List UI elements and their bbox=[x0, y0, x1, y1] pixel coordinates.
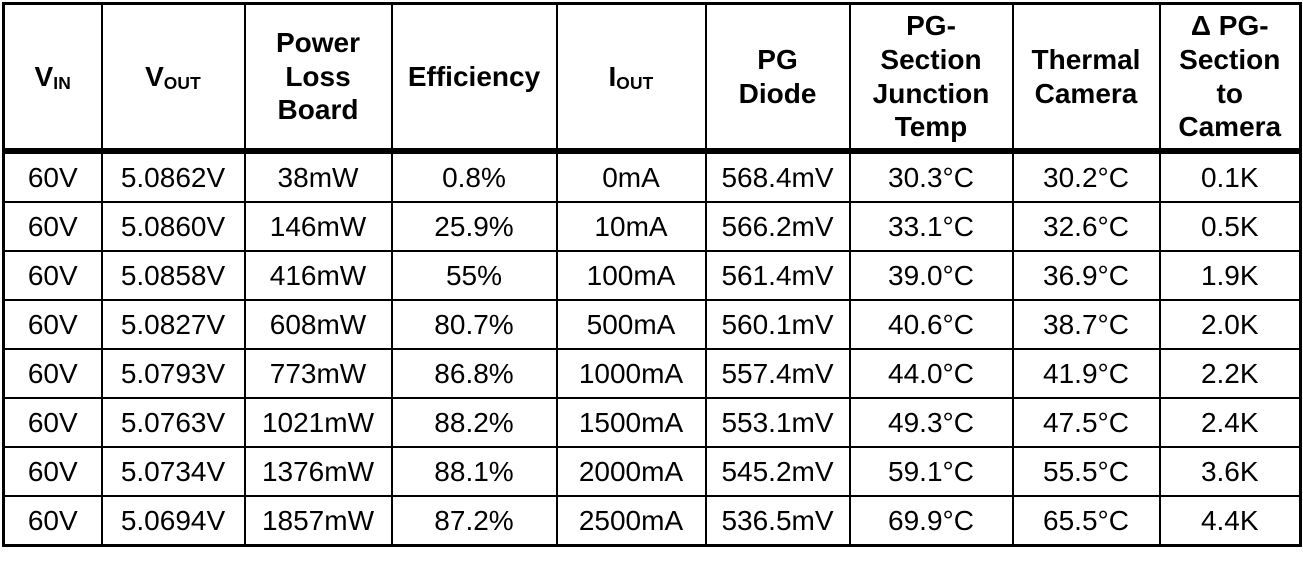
column-header-iout: IOUT bbox=[555, 2, 707, 154]
cell-delta-pg-section-to-camera: 2.4K bbox=[1158, 397, 1302, 448]
cell-thermal-camera: 55.5°C bbox=[1011, 446, 1161, 497]
cell-efficiency: 87.2% bbox=[390, 495, 558, 547]
cell-pg-diode: 560.1mV bbox=[704, 299, 851, 350]
table-row: 60V 5.0858V 416mW 55% 100mA 561.4mV 39.0°C 36.9… bbox=[2, 250, 1302, 301]
cell-power-loss-board: 416mW bbox=[243, 250, 393, 301]
cell-pg-section-junction-temp: 59.1°C bbox=[848, 446, 1014, 497]
header-subscript: IN bbox=[53, 73, 71, 94]
cell-delta-pg-section-to-camera: 2.2K bbox=[1158, 348, 1302, 399]
table-row: 60V 5.0827V 608mW 80.7% 500mA 560.1mV 40.6°C 38… bbox=[2, 299, 1302, 350]
cell-efficiency: 55% bbox=[390, 250, 558, 301]
cell-power-loss-board: 1021mW bbox=[243, 397, 393, 448]
cell-power-loss-board: 608mW bbox=[243, 299, 393, 350]
table-row: 60V 5.0694V 1857mW 87.2% 2500mA 536.5mV 69.9°C… bbox=[2, 495, 1302, 547]
cell-efficiency: 0.8% bbox=[390, 150, 558, 203]
header-main-text: I bbox=[608, 60, 617, 92]
cell-iout: 1000mA bbox=[555, 348, 707, 399]
table-row: 60V 5.0734V 1376mW 88.1% 2000mA 545.2mV 59.1°C… bbox=[2, 446, 1302, 497]
cell-vout: 5.0858V bbox=[100, 250, 246, 301]
cell-pg-diode: 557.4mV bbox=[704, 348, 851, 399]
header-row: VIN VOUT Power Loss Board Efficiency IOUT PG Dio… bbox=[2, 2, 1302, 154]
cell-power-loss-board: 773mW bbox=[243, 348, 393, 399]
cell-thermal-camera: 47.5°C bbox=[1011, 397, 1161, 448]
cell-pg-section-junction-temp: 44.0°C bbox=[848, 348, 1014, 399]
cell-vout: 5.0793V bbox=[100, 348, 246, 399]
column-header-pg-diode: PG Diode bbox=[704, 2, 851, 154]
cell-vin: 60V bbox=[2, 446, 103, 497]
cell-pg-diode: 561.4mV bbox=[704, 250, 851, 301]
cell-pg-section-junction-temp: 69.9°C bbox=[848, 495, 1014, 547]
cell-vin: 60V bbox=[2, 250, 103, 301]
table-body: 60V 5.0862V 38mW 0.8% 0mA 568.4mV 30.3°C 30.2°C… bbox=[2, 150, 1302, 547]
cell-thermal-camera: 38.7°C bbox=[1011, 299, 1161, 350]
cell-delta-pg-section-to-camera: 3.6K bbox=[1158, 446, 1302, 497]
cell-vin: 60V bbox=[2, 299, 103, 350]
column-header-thermal-camera: Thermal Camera bbox=[1011, 2, 1161, 154]
header-main-text: V bbox=[145, 60, 164, 92]
cell-efficiency: 86.8% bbox=[390, 348, 558, 399]
cell-iout: 1500mA bbox=[555, 397, 707, 448]
cell-pg-diode: 566.2mV bbox=[704, 201, 851, 252]
cell-pg-section-junction-temp: 33.1°C bbox=[848, 201, 1014, 252]
column-header-efficiency: Efficiency bbox=[390, 2, 558, 154]
cell-vout: 5.0860V bbox=[100, 201, 246, 252]
table-header: VIN VOUT Power Loss Board Efficiency IOUT PG Dio… bbox=[2, 2, 1302, 154]
cell-thermal-camera: 65.5°C bbox=[1011, 495, 1161, 547]
cell-power-loss-board: 1857mW bbox=[243, 495, 393, 547]
cell-pg-section-junction-temp: 30.3°C bbox=[848, 150, 1014, 203]
cell-delta-pg-section-to-camera: 0.1K bbox=[1158, 150, 1302, 203]
cell-pg-diode: 536.5mV bbox=[704, 495, 851, 547]
cell-thermal-camera: 36.9°C bbox=[1011, 250, 1161, 301]
cell-power-loss-board: 146mW bbox=[243, 201, 393, 252]
cell-efficiency: 88.1% bbox=[390, 446, 558, 497]
header-subscript: OUT bbox=[616, 73, 654, 94]
cell-iout: 500mA bbox=[555, 299, 707, 350]
cell-vin: 60V bbox=[2, 495, 103, 547]
table-row: 60V 5.0793V 773mW 86.8% 1000mA 557.4mV 44.0°C 4… bbox=[2, 348, 1302, 399]
cell-thermal-camera: 41.9°C bbox=[1011, 348, 1161, 399]
cell-iout: 2500mA bbox=[555, 495, 707, 547]
cell-iout: 0mA bbox=[555, 150, 707, 203]
table-row: 60V 5.0860V 146mW 25.9% 10mA 566.2mV 33.1°C 32.… bbox=[2, 201, 1302, 252]
column-header-vin: VIN bbox=[2, 2, 103, 154]
column-header-vout: VOUT bbox=[100, 2, 246, 154]
cell-delta-pg-section-to-camera: 4.4K bbox=[1158, 495, 1302, 547]
cell-thermal-camera: 30.2°C bbox=[1011, 150, 1161, 203]
cell-efficiency: 25.9% bbox=[390, 201, 558, 252]
cell-vin: 60V bbox=[2, 348, 103, 399]
table-row: 60V 5.0763V 1021mW 88.2% 1500mA 553.1mV 49.3°C… bbox=[2, 397, 1302, 448]
cell-vout: 5.0763V bbox=[100, 397, 246, 448]
cell-pg-section-junction-temp: 39.0°C bbox=[848, 250, 1014, 301]
header-subscript: OUT bbox=[163, 73, 201, 94]
cell-efficiency: 80.7% bbox=[390, 299, 558, 350]
cell-delta-pg-section-to-camera: 2.0K bbox=[1158, 299, 1302, 350]
column-header-delta-pg-section-to-camera: Δ PG- Section to Camera bbox=[1158, 2, 1302, 154]
table-row: 60V 5.0862V 38mW 0.8% 0mA 568.4mV 30.3°C 30.2°C… bbox=[2, 150, 1302, 203]
cell-delta-pg-section-to-camera: 1.9K bbox=[1158, 250, 1302, 301]
cell-vin: 60V bbox=[2, 201, 103, 252]
cell-pg-section-junction-temp: 40.6°C bbox=[848, 299, 1014, 350]
cell-pg-diode: 553.1mV bbox=[704, 397, 851, 448]
cell-delta-pg-section-to-camera: 0.5K bbox=[1158, 201, 1302, 252]
cell-pg-diode: 545.2mV bbox=[704, 446, 851, 497]
power-measurement-table: VIN VOUT Power Loss Board Efficiency IOUT PG Dio… bbox=[2, 2, 1302, 547]
column-header-power-loss-board: Power Loss Board bbox=[243, 2, 393, 154]
cell-thermal-camera: 32.6°C bbox=[1011, 201, 1161, 252]
cell-pg-section-junction-temp: 49.3°C bbox=[848, 397, 1014, 448]
cell-efficiency: 88.2% bbox=[390, 397, 558, 448]
cell-vout: 5.0862V bbox=[100, 150, 246, 203]
cell-vout: 5.0734V bbox=[100, 446, 246, 497]
cell-power-loss-board: 1376mW bbox=[243, 446, 393, 497]
cell-power-loss-board: 38mW bbox=[243, 150, 393, 203]
cell-pg-diode: 568.4mV bbox=[704, 150, 851, 203]
cell-iout: 2000mA bbox=[555, 446, 707, 497]
cell-vin: 60V bbox=[2, 150, 103, 203]
cell-iout: 10mA bbox=[555, 201, 707, 252]
column-header-pg-section-junction-temp: PG- Section Junction Temp bbox=[848, 2, 1014, 154]
cell-iout: 100mA bbox=[555, 250, 707, 301]
cell-vout: 5.0694V bbox=[100, 495, 246, 547]
cell-vin: 60V bbox=[2, 397, 103, 448]
header-main-text: V bbox=[34, 60, 54, 92]
cell-vout: 5.0827V bbox=[100, 299, 246, 350]
